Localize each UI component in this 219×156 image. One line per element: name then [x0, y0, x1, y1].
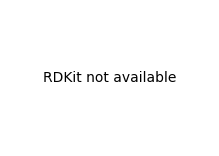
Text: RDKit not available: RDKit not available	[43, 71, 176, 85]
